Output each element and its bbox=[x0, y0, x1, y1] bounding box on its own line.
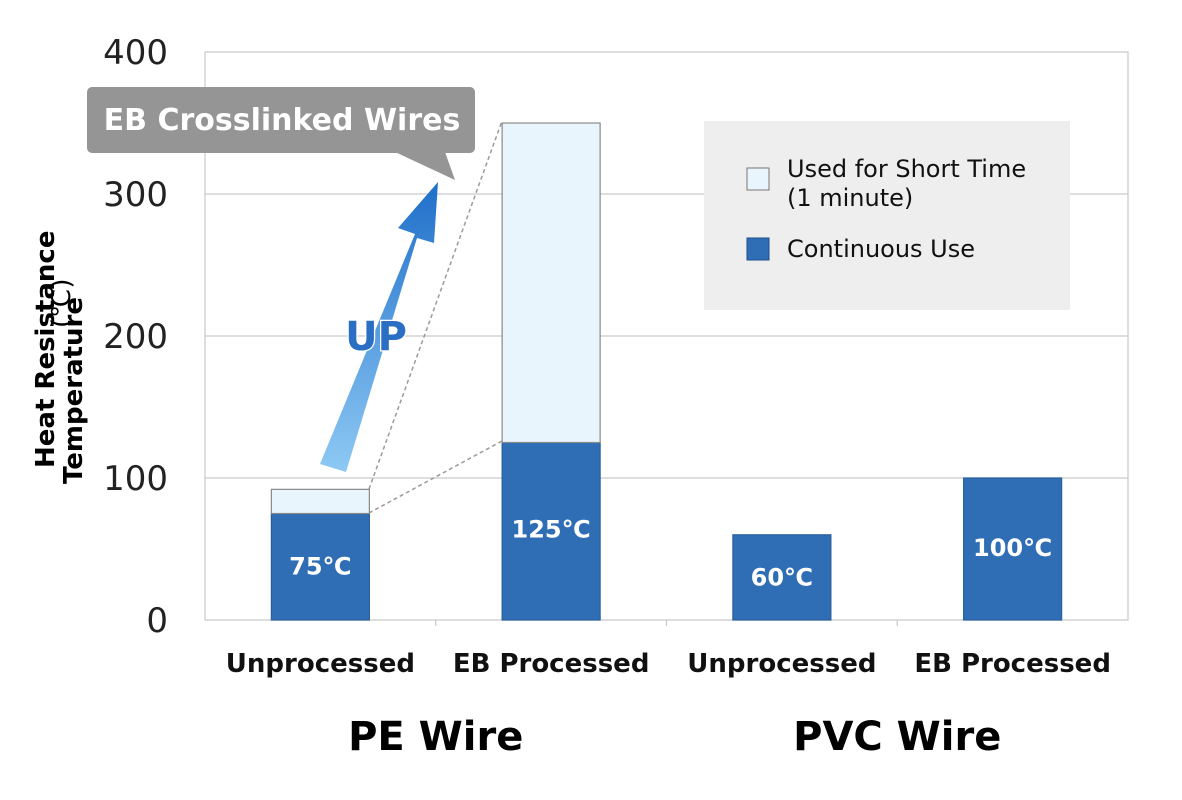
bars bbox=[270, 122, 1063, 621]
legend-swatch-short-time bbox=[746, 167, 770, 191]
legend-label-short-time-line1: Used for Short Time bbox=[787, 155, 1026, 183]
x-tick-label: EB Processed bbox=[914, 649, 1111, 679]
bar-value-label: 75℃ bbox=[289, 553, 351, 581]
legend-box bbox=[704, 121, 1070, 310]
y-axis-title: Heat Resistance Temperature (℃) bbox=[31, 231, 89, 484]
y-tick-label: 300 bbox=[103, 175, 168, 215]
y-tick-label: 400 bbox=[103, 33, 168, 73]
bar-short-time-use bbox=[501, 122, 601, 444]
y-tick-label: 200 bbox=[103, 317, 168, 357]
bar-value-label: 125℃ bbox=[512, 516, 591, 544]
up-arrow-icon bbox=[320, 182, 438, 472]
group-label: PVC Wire bbox=[793, 714, 1001, 760]
y-axis-unit: (℃) bbox=[47, 279, 77, 329]
connector-bottom bbox=[368, 440, 503, 514]
legend-label-continuous: Continuous Use bbox=[787, 235, 975, 263]
y-tick-label: 100 bbox=[103, 459, 168, 499]
bar-value-labels: 75℃ 125℃ 60℃ 100℃ bbox=[289, 516, 1052, 592]
x-tick-labels: Unprocessed EB Processed Unprocessed EB Pro… bbox=[226, 649, 1111, 679]
legend-label-short-time-line2: (1 minute) bbox=[787, 184, 913, 212]
bar-continuous-use bbox=[270, 512, 370, 621]
callout-text: EB Crosslinked Wires bbox=[104, 103, 461, 138]
group-labels: PE Wire PVC Wire bbox=[348, 714, 1001, 760]
up-arrow-label: UP bbox=[345, 314, 407, 360]
x-tick-label: Unprocessed bbox=[226, 649, 415, 679]
bar-continuous-use bbox=[732, 534, 832, 621]
y-tick-label: 0 bbox=[146, 601, 168, 641]
legend-swatch-continuous bbox=[746, 237, 770, 261]
x-tick-label: Unprocessed bbox=[687, 649, 876, 679]
legend: Used for Short Time (1 minute) Continuou… bbox=[704, 121, 1070, 310]
group-label: PE Wire bbox=[348, 714, 523, 760]
y-tick-labels: 0 100 200 300 400 bbox=[103, 33, 168, 641]
bar-continuous-use bbox=[963, 477, 1063, 621]
callout-box: EB Crosslinked Wires bbox=[87, 87, 475, 180]
y-axis-label-line1: Heat Resistance bbox=[31, 231, 61, 468]
bar-value-label: 60℃ bbox=[751, 564, 813, 592]
bar-short-time-use bbox=[270, 488, 370, 515]
bar-continuous-use bbox=[501, 441, 601, 621]
connector-top bbox=[368, 120, 503, 490]
bar-value-label: 100℃ bbox=[973, 534, 1052, 562]
x-tick-label: EB Processed bbox=[453, 649, 650, 679]
y-axis-label-line2: Temperature bbox=[59, 297, 89, 484]
